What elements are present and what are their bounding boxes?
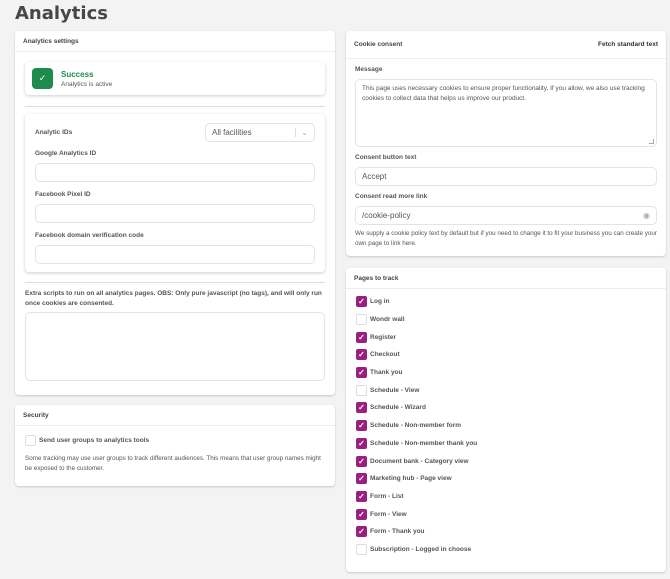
checkbox[interactable] xyxy=(356,543,367,555)
pages-list: ✓ Log in Wondr wall ✓ Register ✓ Checkout ✓ Than… xyxy=(346,289,666,562)
page-item[interactable]: ✓ Log in xyxy=(356,293,656,311)
page-item[interactable]: ✓ Register xyxy=(356,328,656,346)
success-alert: ✓ Success Analytics is active xyxy=(25,62,325,95)
alert-text: Analytics is active xyxy=(61,80,113,88)
checkbox[interactable]: ✓ xyxy=(356,455,367,467)
analytic-ids-label: Analytic IDs xyxy=(35,129,73,136)
page-item[interactable]: ✓ Form - List xyxy=(356,488,656,506)
pixel-label: Facebook Pixel ID xyxy=(35,191,91,198)
checkbox[interactable]: ✓ xyxy=(356,420,367,432)
checkbox[interactable]: ✓ xyxy=(356,526,367,538)
cookie-consent-card: Cookie consent Fetch standard text Messa… xyxy=(346,31,666,256)
message-value: This page uses necessary cookies to ensu… xyxy=(362,85,645,102)
facebook-pixel-input[interactable] xyxy=(35,204,315,223)
divider xyxy=(25,282,325,283)
analytic-ids-panel: Analytic IDs All facilities ⌄ Google Ana… xyxy=(25,114,325,272)
checkbox[interactable]: ✓ xyxy=(356,473,367,485)
scripts-textarea[interactable] xyxy=(25,312,325,381)
pages-to-track-card: Pages to track ✓ Log in Wondr wall ✓ Registe… xyxy=(346,268,666,572)
link-help: We supply a cookie policy text by defaul… xyxy=(355,230,657,247)
page-item-label: Document bank - Category view xyxy=(370,457,469,465)
page-item[interactable]: ✓ Schedule - Non-member form xyxy=(356,417,656,435)
page-item-label: Schedule - View xyxy=(370,386,420,394)
card-title: Cookie consent xyxy=(354,41,403,48)
page-item-label: Form - Thank you xyxy=(370,528,425,536)
checkbox[interactable]: ✓ xyxy=(356,508,367,520)
divider xyxy=(25,106,325,107)
message-textarea[interactable]: This page uses necessary cookies to ensu… xyxy=(355,79,657,147)
checkbox[interactable] xyxy=(356,384,367,396)
button-text-label: Consent button text xyxy=(355,154,417,161)
checkbox[interactable]: ✓ xyxy=(356,349,367,361)
security-help: Some tracking may use user groups to tra… xyxy=(25,455,321,472)
card-header: Cookie consent Fetch standard text xyxy=(346,31,666,59)
page-item-label: Register xyxy=(370,333,397,341)
checkbox[interactable]: ✓ xyxy=(356,437,367,449)
page-item-label: Schedule - Wizard xyxy=(370,404,426,412)
page-item[interactable]: ✓ Document bank - Category view xyxy=(356,452,656,470)
card-header: Analytics settings xyxy=(15,31,335,52)
checkbox[interactable]: ✓ xyxy=(356,490,367,502)
page-item-label: Marketing hub - Page view xyxy=(370,475,452,483)
eye-icon[interactable]: ◉ xyxy=(643,211,650,220)
page-item[interactable]: ✓ Thank you xyxy=(356,364,656,382)
card-header: Pages to track xyxy=(346,268,666,289)
page-item-label: Form - View xyxy=(370,510,407,518)
page-item[interactable]: Subscription - Logged in choose xyxy=(356,541,656,559)
page-item[interactable]: Wondr wall xyxy=(356,311,656,329)
page-item-label: Form - List xyxy=(370,492,404,500)
checkbox[interactable]: ✓ xyxy=(356,367,367,379)
facebook-domain-input[interactable] xyxy=(35,245,315,264)
facility-select-value: All facilities xyxy=(212,128,252,137)
send-user-groups-checkbox[interactable]: Send user groups to analytics tools xyxy=(25,432,149,450)
link-value: /cookie-policy xyxy=(362,211,411,220)
read-more-link-input[interactable]: /cookie-policy ◉ xyxy=(355,206,657,225)
page-item[interactable]: ✓ Schedule - Non-member thank you xyxy=(356,435,656,453)
checkbox[interactable]: ✓ xyxy=(356,402,367,414)
page-item-label: Schedule - Non-member form xyxy=(370,422,462,430)
card-header: Security xyxy=(15,405,335,426)
consent-button-text-input[interactable]: Accept xyxy=(355,167,657,186)
chevron-down-icon: ⌄ xyxy=(295,128,308,137)
fetch-standard-text-button[interactable]: Fetch standard text xyxy=(598,41,658,48)
page-item[interactable]: ✓ Form - Thank you xyxy=(356,523,656,541)
security-card: Security Send user groups to analytics t… xyxy=(15,405,335,486)
page-item-label: Schedule - Non-member thank you xyxy=(370,439,478,447)
page-title: Analytics xyxy=(15,3,108,24)
message-label: Message xyxy=(355,66,383,73)
checkbox[interactable] xyxy=(25,435,36,447)
analytics-settings-card: Analytics settings ✓ Success Analytics i… xyxy=(15,31,335,395)
checkbox[interactable] xyxy=(356,314,367,326)
page-item-label: Log in xyxy=(370,298,390,306)
google-analytics-input[interactable] xyxy=(35,163,315,182)
page-item[interactable]: Schedule - View xyxy=(356,381,656,399)
scripts-label: Extra scripts to run on all analytics pa… xyxy=(25,290,322,307)
facility-select[interactable]: All facilities ⌄ xyxy=(205,123,315,142)
read-more-label: Consent read more link xyxy=(355,193,428,200)
page-item-label: Wondr wall xyxy=(370,316,405,324)
checkbox[interactable]: ✓ xyxy=(356,296,367,308)
alert-title: Success xyxy=(61,69,94,79)
domain-label: Facebook domain verification code xyxy=(35,232,144,239)
page-item[interactable]: ✓ Checkout xyxy=(356,346,656,364)
page-item-label: Thank you xyxy=(370,369,403,377)
checkbox-label: Send user groups to analytics tools xyxy=(39,437,150,445)
check-icon: ✓ xyxy=(32,68,53,89)
page-item[interactable]: ✓ Form - View xyxy=(356,505,656,523)
google-label: Google Analytics ID xyxy=(35,150,97,157)
page-item-label: Subscription - Logged in choose xyxy=(370,545,472,553)
page-item[interactable]: ✓ Marketing hub - Page view xyxy=(356,470,656,488)
page-item-label: Checkout xyxy=(370,351,400,359)
checkbox[interactable]: ✓ xyxy=(356,331,367,343)
page-item[interactable]: ✓ Schedule - Wizard xyxy=(356,399,656,417)
